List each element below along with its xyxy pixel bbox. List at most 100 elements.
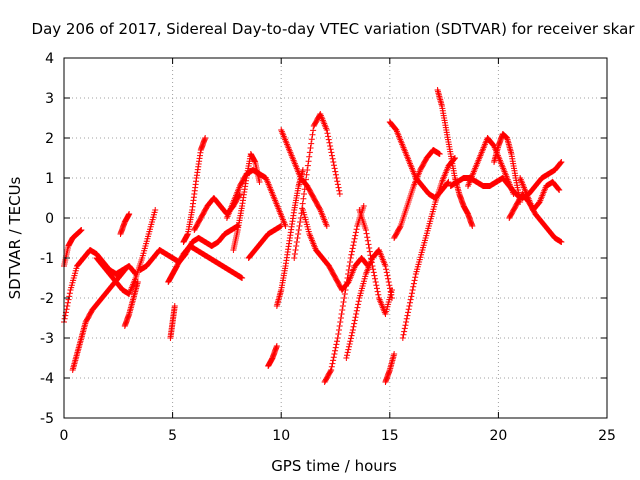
data-point: [451, 155, 458, 161]
data-point: [325, 136, 332, 143]
data-point: [66, 290, 73, 297]
data-point: [295, 227, 302, 233]
data-point: [331, 351, 338, 357]
data-point: [385, 275, 392, 282]
data-point: [375, 291, 382, 298]
data-point: [307, 145, 314, 151]
data-point: [349, 248, 356, 255]
y-tick-label: 1: [45, 171, 54, 187]
y-tick-label: -2: [40, 291, 54, 307]
data-point: [332, 171, 339, 178]
data-point: [347, 335, 354, 342]
data-point: [308, 140, 315, 147]
data-point: [406, 303, 413, 309]
data-point: [152, 207, 159, 213]
data-point: [336, 191, 343, 197]
data-point: [407, 296, 414, 303]
data-point: [347, 255, 354, 261]
data-point: [349, 327, 356, 333]
data-point: [330, 159, 337, 165]
data-point: [346, 341, 353, 347]
data-point: [444, 179, 451, 186]
plot-frame: [63, 57, 608, 419]
data-point: [364, 237, 371, 244]
data-point: [61, 315, 68, 322]
data-point: [373, 285, 380, 292]
data-point: [121, 267, 128, 274]
data-point: [366, 248, 373, 255]
data-point: [352, 229, 359, 236]
data-point: [345, 271, 352, 277]
data-point: [334, 181, 341, 188]
data-point: [403, 315, 410, 322]
x-tick-label: 20: [489, 428, 507, 444]
data-point: [366, 245, 373, 251]
data-point: [345, 346, 352, 353]
data-point: [412, 274, 419, 281]
data-point: [401, 328, 408, 335]
data-point: [328, 367, 335, 373]
data-point: [348, 251, 355, 258]
data-point: [351, 235, 358, 242]
data-point: [407, 299, 413, 306]
data-point: [391, 351, 398, 357]
data-point: [351, 317, 358, 324]
y-tick-label: 2: [45, 131, 54, 147]
data-point: [63, 306, 70, 313]
data-point: [403, 319, 410, 325]
data-point: [239, 275, 246, 281]
data-point: [293, 239, 300, 245]
data-point: [62, 312, 69, 319]
data-point: [556, 187, 563, 193]
data-point: [343, 279, 350, 285]
data-point: [372, 275, 379, 282]
data-point: [364, 234, 371, 241]
data-point: [297, 219, 304, 225]
data-point: [383, 269, 390, 276]
data-point: [360, 203, 367, 209]
data-point: [300, 195, 307, 202]
data-point: [329, 360, 336, 367]
data-point: [306, 149, 313, 156]
data-point: [171, 303, 178, 309]
data-point: [384, 272, 391, 279]
data-point: [557, 159, 564, 166]
data-point: [410, 283, 417, 290]
data-point: [402, 322, 409, 329]
data-point: [408, 290, 415, 297]
data-point: [405, 306, 412, 313]
data-point: [335, 327, 342, 333]
data-point: [399, 335, 406, 341]
data-point: [383, 266, 390, 273]
data-point: [295, 231, 302, 237]
data-point: [334, 338, 341, 345]
data-point: [64, 299, 71, 306]
data-point: [273, 343, 280, 349]
data-point: [352, 314, 359, 321]
data-point: [303, 171, 310, 178]
data-point: [291, 255, 298, 261]
data-point: [328, 363, 335, 370]
data-point: [341, 295, 348, 301]
y-tick-label: 4: [45, 51, 54, 67]
data-point: [374, 288, 381, 295]
data-point: [355, 298, 362, 305]
data-point: [335, 331, 342, 337]
x-tick-label: 10: [272, 428, 290, 444]
data-point: [353, 311, 360, 317]
data-point: [256, 179, 263, 185]
data-point: [382, 263, 389, 269]
data-point: [445, 179, 452, 185]
data-point: [367, 252, 374, 259]
grid: [64, 58, 607, 418]
data-point: [331, 165, 338, 172]
y-tick-label: -3: [40, 331, 54, 347]
data-point: [332, 168, 339, 175]
data-point: [327, 368, 334, 375]
data-point: [350, 323, 357, 330]
data-point: [342, 287, 349, 293]
data-point: [310, 127, 317, 134]
data-point: [327, 143, 334, 149]
data-point: [126, 211, 133, 217]
data-point: [363, 230, 370, 237]
